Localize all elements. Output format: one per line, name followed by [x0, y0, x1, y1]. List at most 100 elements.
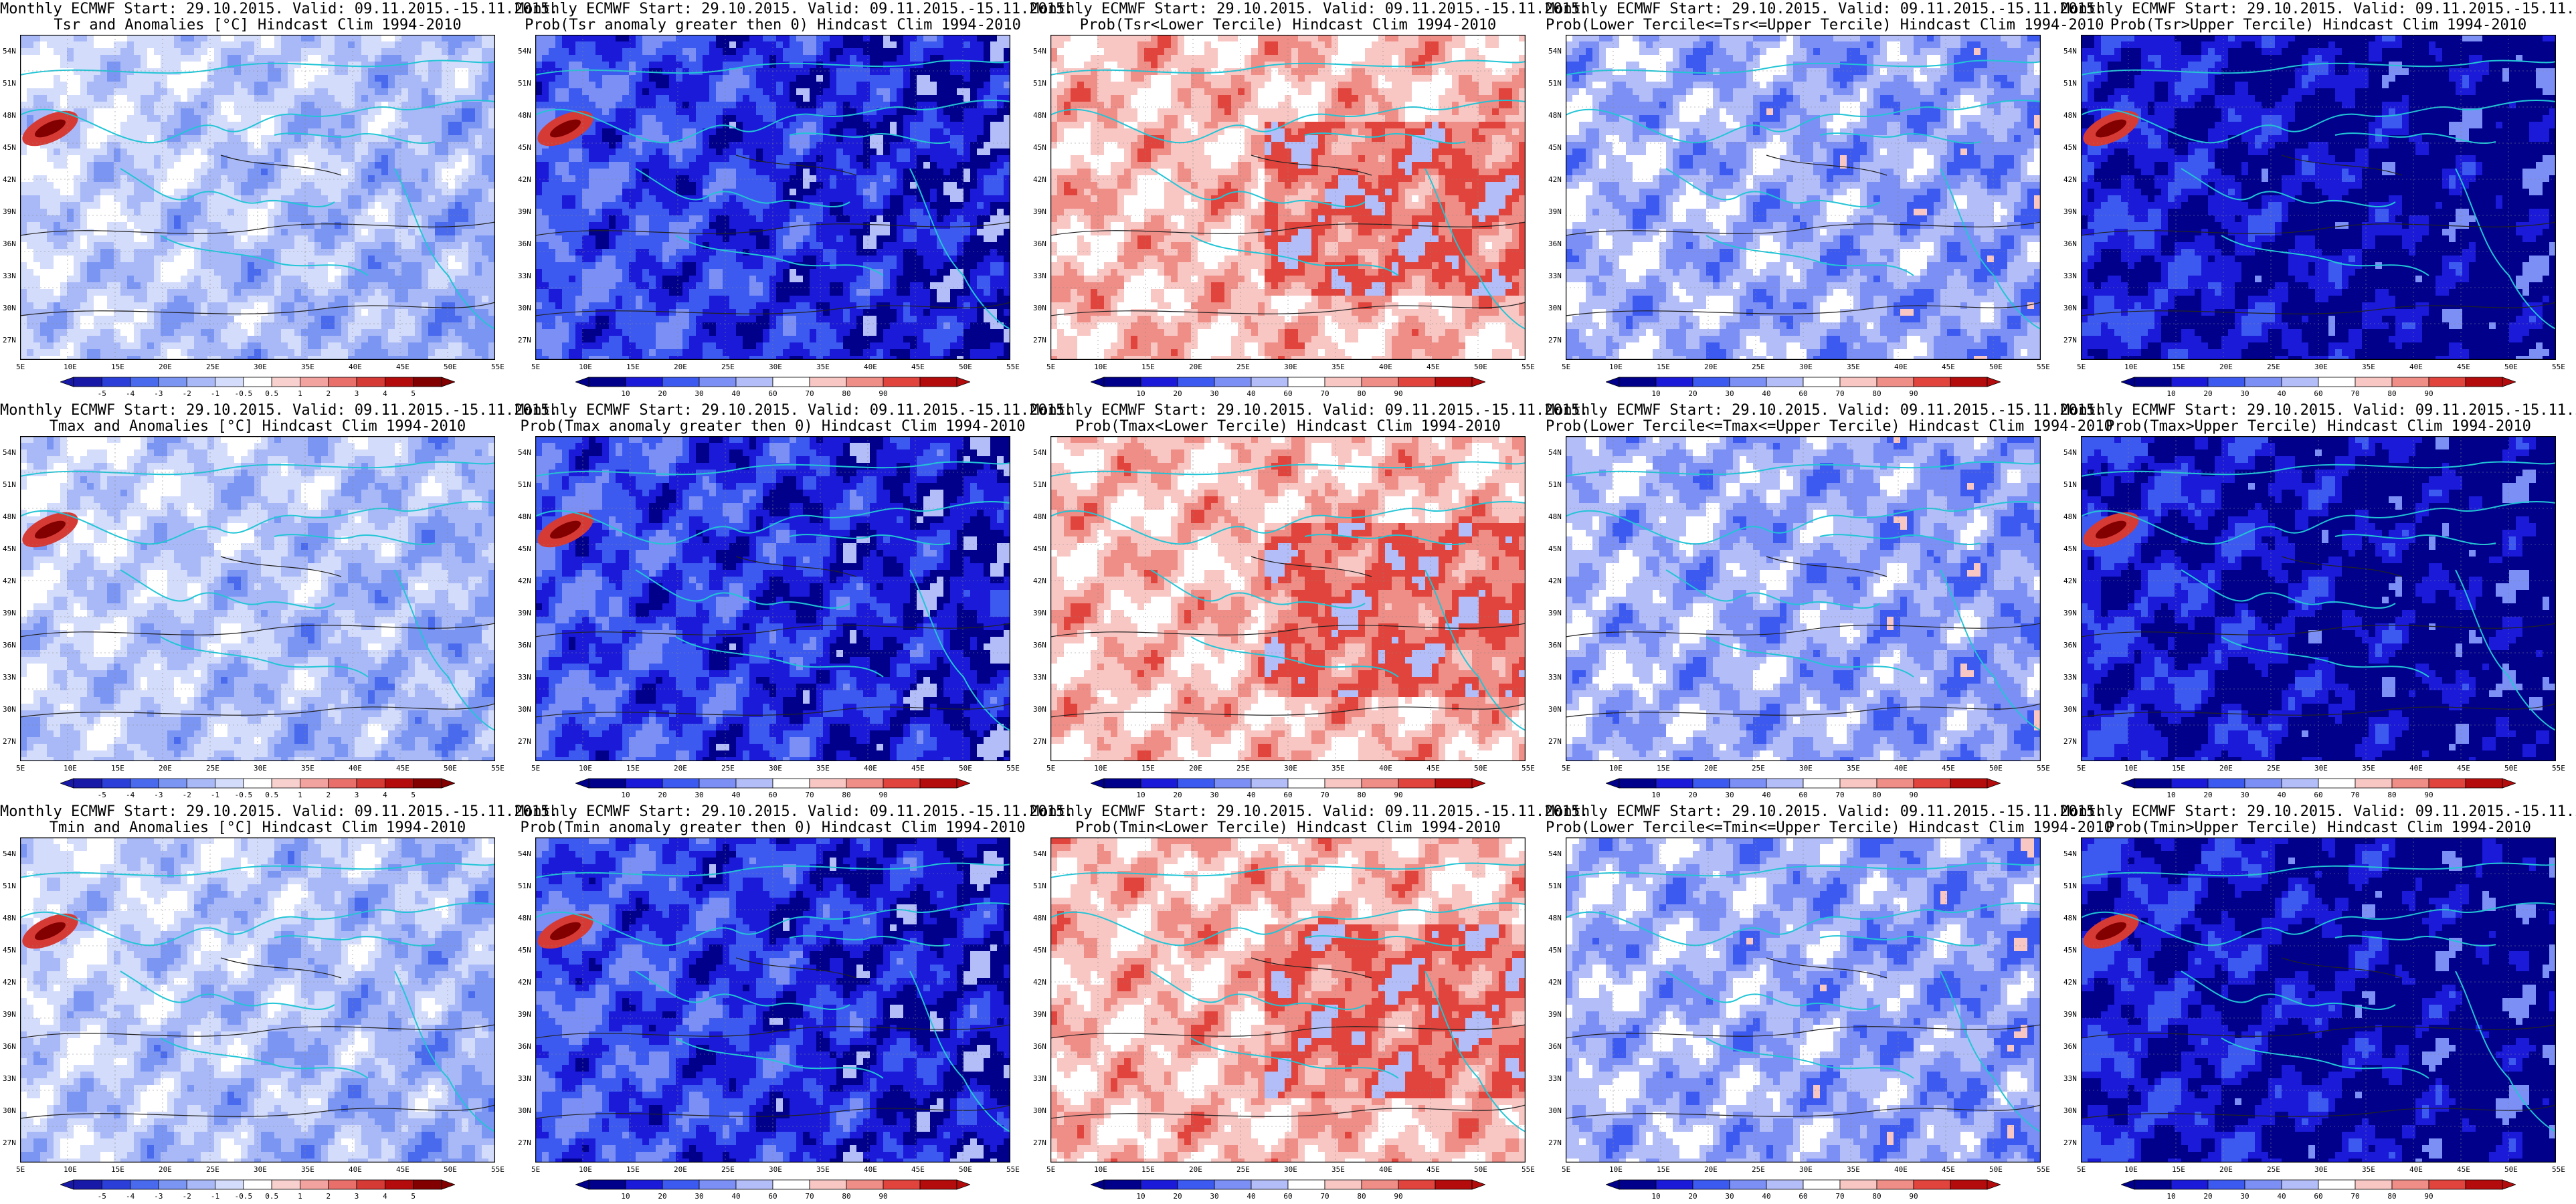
latitude-label: 33N: [1548, 673, 1562, 682]
colorbar: 10 20 30 40 60 70 80 90: [574, 777, 972, 800]
longitude-label: 25E: [206, 764, 219, 773]
colorbar-tick-label: 80: [842, 791, 850, 799]
colorbar-tick-label: 20: [658, 791, 666, 799]
colorbar-tick-label: 80: [2387, 1192, 2396, 1201]
colorbar-tick-label: 80: [1872, 1192, 1881, 1201]
panel-title-line2: Prob(Tsr<Lower Tercile) Hindcast Clim 19…: [1030, 17, 1546, 33]
longitude-label: 15E: [1657, 363, 1670, 371]
longitude-label: 55E: [1006, 764, 1020, 773]
panel-title-line1: Monthly ECMWF Start: 29.10.2015. Valid: …: [0, 804, 558, 820]
longitude-label: 10E: [1609, 1165, 1623, 1174]
colorbar-tick-label: 90: [2424, 389, 2433, 398]
longitude-label: 20E: [159, 1165, 172, 1174]
latitude-label: 30N: [1033, 304, 1046, 312]
longitude-label: 5E: [1046, 363, 1055, 371]
map-panel: Monthly ECMWF Start: 29.10.2015. Valid: …: [515, 0, 1073, 401]
latitude-label: 33N: [3, 272, 16, 280]
latitude-label: 54N: [1033, 849, 1046, 858]
map-plot: [20, 837, 495, 1163]
colorbar-tick-label: 10: [1651, 389, 1660, 398]
longitude-label: 25E: [721, 764, 735, 773]
latitude-label: 42N: [2063, 175, 2077, 184]
longitude-label: 25E: [206, 1165, 219, 1174]
latitude-label: 51N: [1548, 882, 1562, 890]
latitude-label: 33N: [1033, 1074, 1046, 1083]
colorbar-tick-label: 30: [1725, 389, 1734, 398]
longitude-label: 55E: [1006, 363, 1020, 371]
latitude-label: 48N: [1033, 111, 1046, 120]
longitude-label: 20E: [1189, 363, 1202, 371]
longitude-label: 30E: [769, 1165, 782, 1174]
colorbar-tick-label: 10: [2167, 1192, 2175, 1201]
colorbar-tick-label: 90: [1394, 1192, 1402, 1201]
latitude-label: 30N: [518, 705, 531, 714]
longitude-label: 20E: [2219, 1165, 2233, 1174]
latitude-label: 54N: [2063, 849, 2077, 858]
latitude-label: 39N: [518, 207, 531, 216]
longitude-label: 25E: [2267, 1165, 2280, 1174]
longitude-label: 25E: [206, 363, 219, 371]
colorbar-tick-label: 10: [2167, 791, 2175, 799]
latitude-label: 30N: [1033, 705, 1046, 714]
panel-title-line2: Prob(Tmax>Upper Tercile) Hindcast Clim 1…: [2061, 419, 2576, 435]
latitude-label: 27N: [518, 737, 531, 746]
colorbar-tick-label: 30: [1725, 791, 1734, 799]
colorbar-tick-label: 60: [2314, 1192, 2322, 1201]
colorbar-tick-label: 60: [1799, 1192, 1807, 1201]
latitude-label: 48N: [1033, 914, 1046, 922]
map-panel: Monthly ECMWF Start: 29.10.2015. Valid: …: [1030, 0, 1588, 401]
latitude-label: 30N: [3, 1106, 16, 1115]
colorbar-tick-label: 40: [1762, 1192, 1770, 1201]
latitude-label: 45N: [2063, 946, 2077, 955]
longitude-label: 35E: [816, 764, 830, 773]
panel-title-line1: Monthly ECMWF Start: 29.10.2015. Valid: …: [1030, 804, 1588, 820]
map-panel: Monthly ECMWF Start: 29.10.2015. Valid: …: [515, 401, 1073, 803]
colorbar-tick-label: 30: [1210, 389, 1218, 398]
longitude-label: 35E: [301, 363, 314, 371]
longitude-label: 15E: [111, 1165, 124, 1174]
latitude-label: 54N: [1548, 849, 1562, 858]
panel-title-line2: Prob(Lower Tercile<=Tsr<=Upper Tercile) …: [1546, 17, 2104, 33]
colorbar-tick-label: 5: [411, 1192, 416, 1201]
longitude-label: 20E: [674, 1165, 687, 1174]
longitude-label: 40E: [2409, 764, 2423, 773]
longitude-label: 20E: [674, 764, 687, 773]
panel-title-line2: Prob(Tmin anomaly greater then 0) Hindca…: [515, 820, 1030, 836]
longitude-label: 10E: [1094, 363, 1107, 371]
colorbar-tick-label: 10: [621, 389, 630, 398]
colorbar-tick-label: 90: [1394, 389, 1402, 398]
latitude-label: 54N: [518, 448, 531, 457]
map-plot: [2081, 837, 2556, 1163]
colorbar-tick-label: 70: [1320, 1192, 1329, 1201]
colorbar-tick-label: 70: [1320, 389, 1329, 398]
latitude-label: 51N: [518, 79, 531, 88]
colorbar-tick-label: -2: [183, 389, 191, 398]
colorbar-tick-label: 40: [2277, 1192, 2286, 1201]
panel-title-line1: Monthly ECMWF Start: 29.10.2015. Valid: …: [515, 1, 1073, 17]
longitude-label: 50E: [1474, 363, 1487, 371]
latitude-label: 33N: [1548, 1074, 1562, 1083]
longitude-label: 35E: [2362, 1165, 2375, 1174]
colorbar-tick-label: 30: [695, 791, 703, 799]
longitude-label: 10E: [1094, 764, 1107, 773]
latitude-label: 30N: [1033, 1106, 1046, 1115]
panel-title-line2: Prob(Tsr anomaly greater then 0) Hindcas…: [515, 17, 1030, 33]
colorbar-tick-label: 60: [1283, 1192, 1292, 1201]
latitude-label: 48N: [2063, 914, 2077, 922]
longitude-label: 30E: [1799, 764, 1813, 773]
longitude-label: 15E: [1141, 1165, 1155, 1174]
panel-title-line1: Monthly ECMWF Start: 29.10.2015. Valid: …: [1546, 1, 2104, 17]
latitude-label: 36N: [2063, 641, 2077, 649]
longitude-label: 15E: [1657, 764, 1670, 773]
latitude-label: 27N: [518, 336, 531, 344]
colorbar: 10 20 30 40 60 70 80 90: [1089, 376, 1487, 399]
longitude-label: 55E: [2037, 764, 2050, 773]
colorbar-tick-label: 20: [1688, 1192, 1697, 1201]
longitude-label: 5E: [531, 1165, 540, 1174]
colorbar-tick-label: 40: [1247, 389, 1255, 398]
colorbar-tick-label: 0.5: [265, 1192, 278, 1201]
longitude-label: 25E: [1752, 363, 1765, 371]
map-plot: [1566, 35, 2041, 360]
longitude-label: 45E: [2457, 363, 2470, 371]
longitude-label: 50E: [1989, 1165, 2003, 1174]
